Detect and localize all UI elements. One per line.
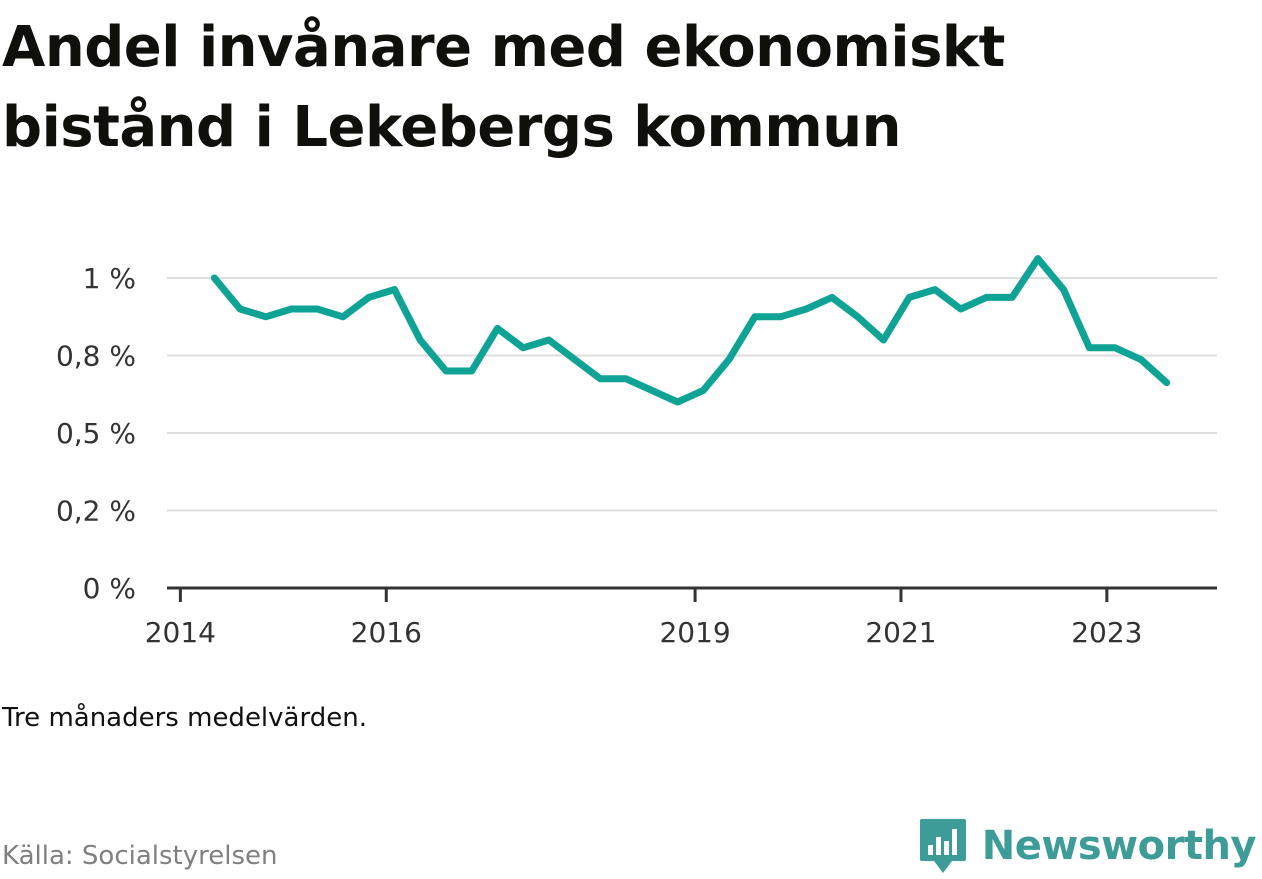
- series-layer: [210, 255, 1171, 406]
- y-tick-label: 0,8 %: [56, 340, 136, 373]
- data-point: [314, 306, 321, 312]
- x-tick-label: 2019: [659, 616, 730, 649]
- data-point: [829, 294, 835, 301]
- data-point: [211, 275, 218, 281]
- data-point: [1034, 255, 1041, 262]
- chart-area: 0 % 0,2 % 0,5 % 0,8 % 1 % 2014 2016 2019 2021 20…: [0, 230, 1262, 670]
- data-point: [700, 387, 707, 394]
- data-point: [1112, 344, 1119, 351]
- y-tick-label: 1 %: [83, 262, 136, 295]
- x-tick-label: 2014: [145, 616, 216, 649]
- data-point: [751, 313, 758, 320]
- data-point: [417, 337, 424, 343]
- data-point: [1009, 294, 1016, 301]
- y-tick-label: 0 %: [83, 572, 136, 605]
- data-point: [983, 294, 990, 301]
- x-axis: 2014 2016 2019 2021 2023: [145, 586, 1217, 649]
- data-point: [520, 344, 527, 351]
- data-point: [931, 286, 938, 293]
- data-point: [237, 306, 244, 312]
- brand-logo: Newsworthy: [918, 818, 1257, 874]
- data-point: [623, 375, 630, 382]
- data-point: [880, 337, 887, 343]
- data-point: [597, 375, 604, 382]
- data-point: [1137, 356, 1144, 363]
- line-chart: 0 %0,2 %0,5 %0,8 %1 % 2014 2016 2019 2021 20…: [56, 255, 1217, 649]
- series-line: [210, 255, 1171, 406]
- data-point: [957, 306, 964, 312]
- data-point: [494, 325, 501, 332]
- data-point: [391, 286, 398, 293]
- chart-title: Andel invånare med ekonomiskt bistånd i …: [2, 15, 1005, 160]
- data-point: [803, 306, 810, 312]
- data-point: [777, 313, 784, 320]
- source-credit: Källa: Socialstyrelsen: [2, 841, 278, 871]
- data-point: [906, 294, 913, 301]
- data-point: [571, 356, 578, 363]
- chart-note: Tre månaders medelvärden.: [2, 703, 367, 733]
- data-point: [340, 313, 346, 320]
- y-axis: 0 % 0,2 % 0,5 % 0,8 % 1 %: [56, 262, 136, 605]
- data-point: [1086, 344, 1093, 351]
- data-point: [262, 313, 269, 320]
- data-point: [288, 306, 295, 312]
- brand-name: Newsworthy: [981, 823, 1257, 869]
- data-point: [365, 294, 372, 301]
- data-point: [726, 356, 733, 363]
- x-tick-label: 2023: [1071, 616, 1142, 649]
- data-point: [1163, 379, 1170, 386]
- y-tick-label: 0,2 %: [56, 495, 136, 528]
- data-point: [468, 368, 475, 374]
- data-point: [545, 337, 552, 343]
- x-tick-label: 2016: [351, 616, 422, 649]
- data-point: [674, 399, 681, 405]
- data-point: [854, 313, 861, 320]
- gridlines: [167, 277, 1217, 512]
- data-point: [648, 387, 655, 394]
- y-tick-label: 0,5 %: [56, 417, 136, 450]
- data-point: [1060, 286, 1067, 293]
- newsworthy-logo-icon: [919, 819, 966, 873]
- x-tick-label: 2021: [865, 616, 936, 649]
- data-point: [443, 368, 449, 374]
